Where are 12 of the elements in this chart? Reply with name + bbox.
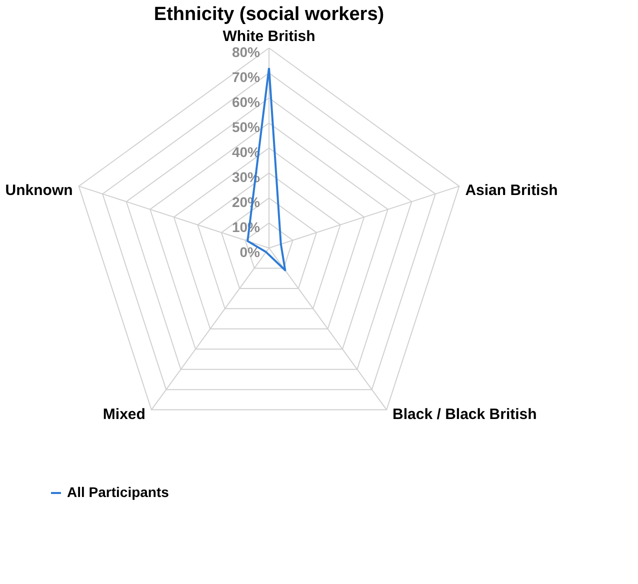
spoke-label: Black / Black British <box>392 406 537 423</box>
spoke-label: Unknown <box>5 182 73 200</box>
chart-title: Ethnicity (social workers) <box>154 4 384 25</box>
y-tick-label: 0% <box>240 244 261 260</box>
legend-label: All Participants <box>67 484 170 500</box>
y-tick-label: 50% <box>232 119 261 135</box>
y-tick-label: 80% <box>232 44 261 60</box>
spoke-label: Mixed <box>102 406 146 423</box>
y-tick-label: 60% <box>232 94 261 110</box>
spoke-label: White British <box>222 28 316 45</box>
y-tick-label: 70% <box>232 69 261 85</box>
spoke-label: Asian British <box>465 182 558 200</box>
